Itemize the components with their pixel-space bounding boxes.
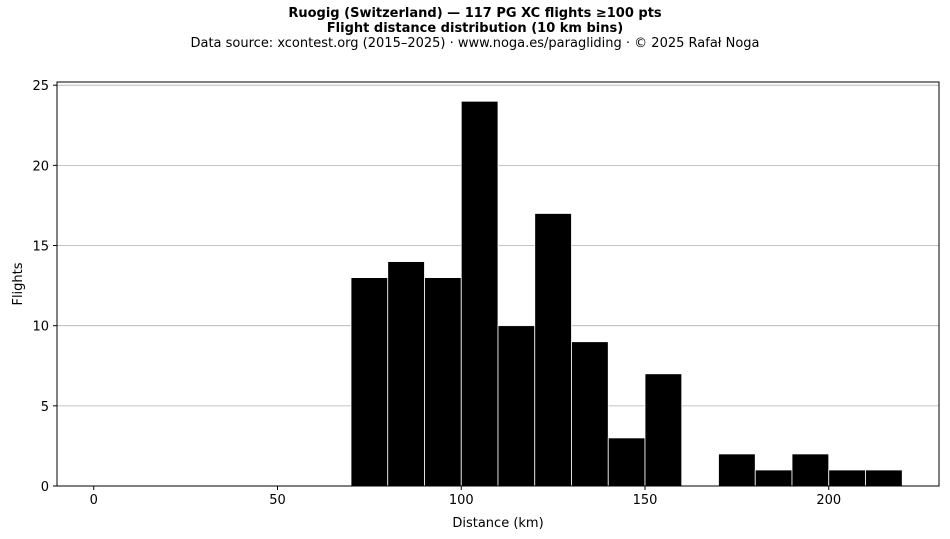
y-tick-label: 5 [41, 400, 49, 415]
histogram-bar [387, 261, 425, 487]
histogram-bar [791, 453, 830, 487]
histogram-bar [571, 341, 609, 487]
histogram-bar [460, 100, 499, 487]
histogram-bar [644, 373, 683, 487]
x-tick-label: 150 [633, 493, 658, 508]
histogram-bar [607, 437, 646, 487]
y-axis-label: Flights [11, 262, 26, 305]
data-source-note: Data source: xcontest.org (2015–2025) · … [190, 36, 760, 51]
chart-title: Ruogig (Switzerland) — 117 PG XC flights… [288, 6, 662, 21]
x-tick-label: 100 [449, 493, 474, 508]
histogram-bar [865, 469, 903, 487]
y-axis-ticks: 0 5 10 15 20 25 [32, 79, 57, 495]
chart-header: Ruogig (Switzerland) — 117 PG XC flights… [0, 6, 950, 52]
x-tick-label: 50 [269, 493, 286, 508]
x-tick-label: 0 [90, 493, 98, 508]
chart-subtitle: Flight distance distribution (10 km bins… [326, 21, 624, 36]
y-tick-label: 15 [32, 240, 49, 255]
histogram-bar [424, 277, 462, 487]
histogram-bar [828, 469, 866, 487]
x-axis-ticks: 0 50 100 150 200 [90, 486, 841, 508]
x-axis-label: Distance (km) [452, 516, 543, 531]
histogram-bar [534, 213, 572, 487]
y-tick-label: 20 [32, 159, 49, 174]
y-tick-label: 0 [41, 480, 49, 495]
plot-frame [56, 81, 940, 487]
y-tick-label: 10 [32, 320, 49, 335]
y-tick-label: 25 [32, 79, 49, 94]
histogram-bar [754, 469, 793, 487]
histogram-bars [350, 100, 903, 487]
histogram-bar [718, 453, 756, 487]
x-tick-label: 200 [816, 493, 841, 508]
histogram-bar [350, 277, 389, 487]
histogram-bar [497, 325, 536, 487]
